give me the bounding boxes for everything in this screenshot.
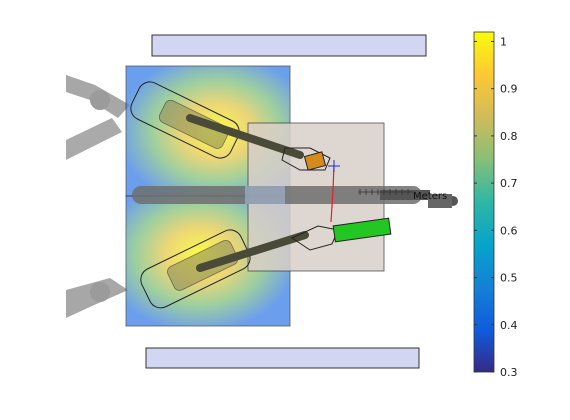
scale-bar: Meters xyxy=(358,189,447,202)
robot-arm-lower xyxy=(66,278,128,318)
bottom-panel xyxy=(145,347,420,369)
colorbar-tick-label: 0.4 xyxy=(500,319,518,332)
gripper-green xyxy=(332,217,392,243)
endoscope-shaft xyxy=(132,186,458,208)
colorbar-tick-label: 0.9 xyxy=(500,83,518,96)
gripper-orange xyxy=(303,151,327,171)
colorbar-tick-label: 0.5 xyxy=(500,272,518,285)
colorbar-tick-label: 0.3 xyxy=(500,366,518,379)
instrument-lower xyxy=(140,225,339,309)
colorbar-tick-label: 1 xyxy=(500,35,507,48)
top-panel xyxy=(151,34,427,57)
colorbar-ticks: 1 0.9 0.8 0.7 0.6 0.5 0.4 0.3 xyxy=(474,35,518,379)
colorbar-tick-label: 0.8 xyxy=(500,130,518,143)
axis-marker xyxy=(328,160,340,172)
instrument-upper xyxy=(130,81,331,171)
trajectory-line xyxy=(330,164,335,223)
colorbar: 1 0.9 0.8 0.7 0.6 0.5 0.4 0.3 xyxy=(473,31,518,379)
colorbar-tick-label: 0.6 xyxy=(500,224,518,237)
scale-bar-label: Meters xyxy=(413,191,447,202)
robot-arm-upper xyxy=(66,75,130,160)
colorbar-tick-label: 0.7 xyxy=(500,177,518,190)
colorbar-gradient xyxy=(473,31,495,373)
